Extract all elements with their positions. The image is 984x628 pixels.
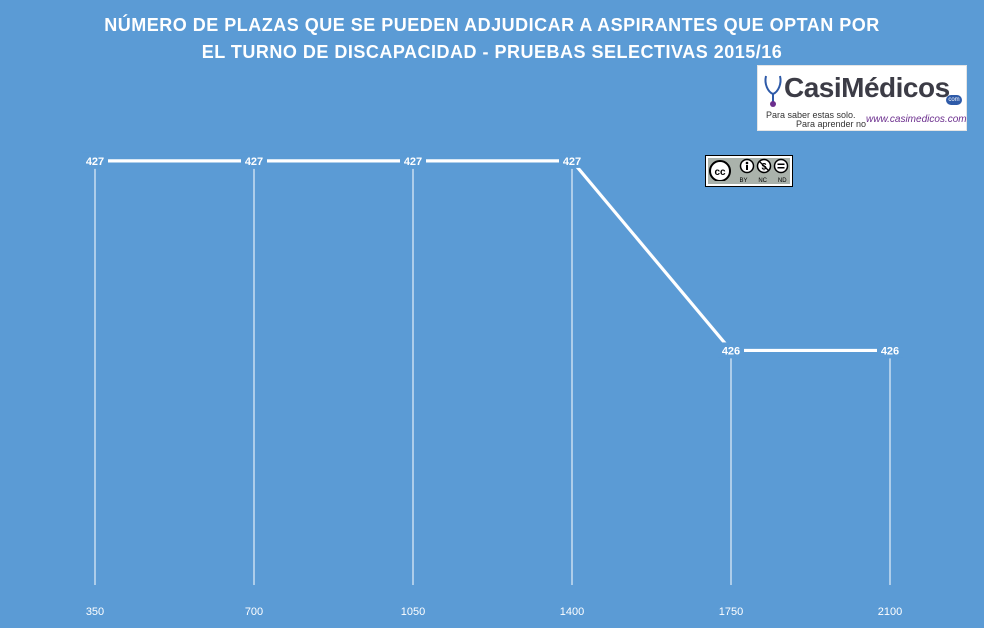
logo-tagline-2: Para aprender no	[796, 119, 867, 129]
data-label-bg-700	[241, 152, 267, 168]
data-label-700: 427	[245, 156, 263, 168]
cc-by-nc-nd-icon: cc $ BY NC ND	[705, 155, 793, 187]
logo-com-badge: com	[946, 95, 962, 105]
x-tick-label-1750: 1750	[719, 606, 743, 618]
x-tick-label-700: 700	[245, 606, 263, 618]
chart-title-line-1: NÚMERO DE PLAZAS QUE SE PUEDEN ADJUDICAR…	[104, 15, 880, 35]
logo-brand-text: CasiMédicos	[784, 72, 950, 103]
x-tick-label-350: 350	[86, 606, 104, 618]
cc-label-nd: ND	[777, 178, 787, 184]
data-label-bg-350	[82, 152, 108, 168]
cc-label-by: BY	[739, 178, 748, 184]
data-label-2100: 426	[881, 345, 899, 357]
cc-symbols-icon: cc $	[709, 158, 789, 181]
x-tick-label-2100: 2100	[878, 606, 902, 618]
x-tick-label-1050: 1050	[401, 606, 425, 618]
stethoscope-icon	[764, 75, 782, 107]
data-label-bg-2100	[877, 342, 903, 358]
data-label-1750: 426	[722, 345, 740, 357]
data-label-bg-1050	[400, 152, 426, 168]
x-tick-label-1400: 1400	[560, 606, 584, 618]
logo-tagline-1: Para saber estas solo.	[766, 110, 856, 120]
logo-url: www.casimedicos.com	[866, 114, 967, 125]
chart-title: NÚMERO DE PLAZAS QUE SE PUEDEN ADJUDICAR…	[0, 12, 984, 66]
data-label-350: 427	[86, 156, 104, 168]
cc-badge-labels: BY NC ND	[734, 178, 792, 184]
series-line	[95, 159, 890, 353]
cc-label-nc: NC	[758, 178, 767, 184]
casimedicos-logo: CasiMédicos com Para saber estas solo. P…	[757, 65, 967, 131]
data-label-bg-1400	[559, 152, 585, 168]
data-label-bg-1750	[718, 342, 744, 358]
data-label-1050: 427	[404, 156, 422, 168]
chart-title-line-2: EL TURNO DE DISCAPACIDAD - PRUEBAS SELEC…	[201, 42, 783, 62]
data-label-1400: 427	[563, 156, 581, 168]
svg-text:cc: cc	[714, 167, 726, 178]
